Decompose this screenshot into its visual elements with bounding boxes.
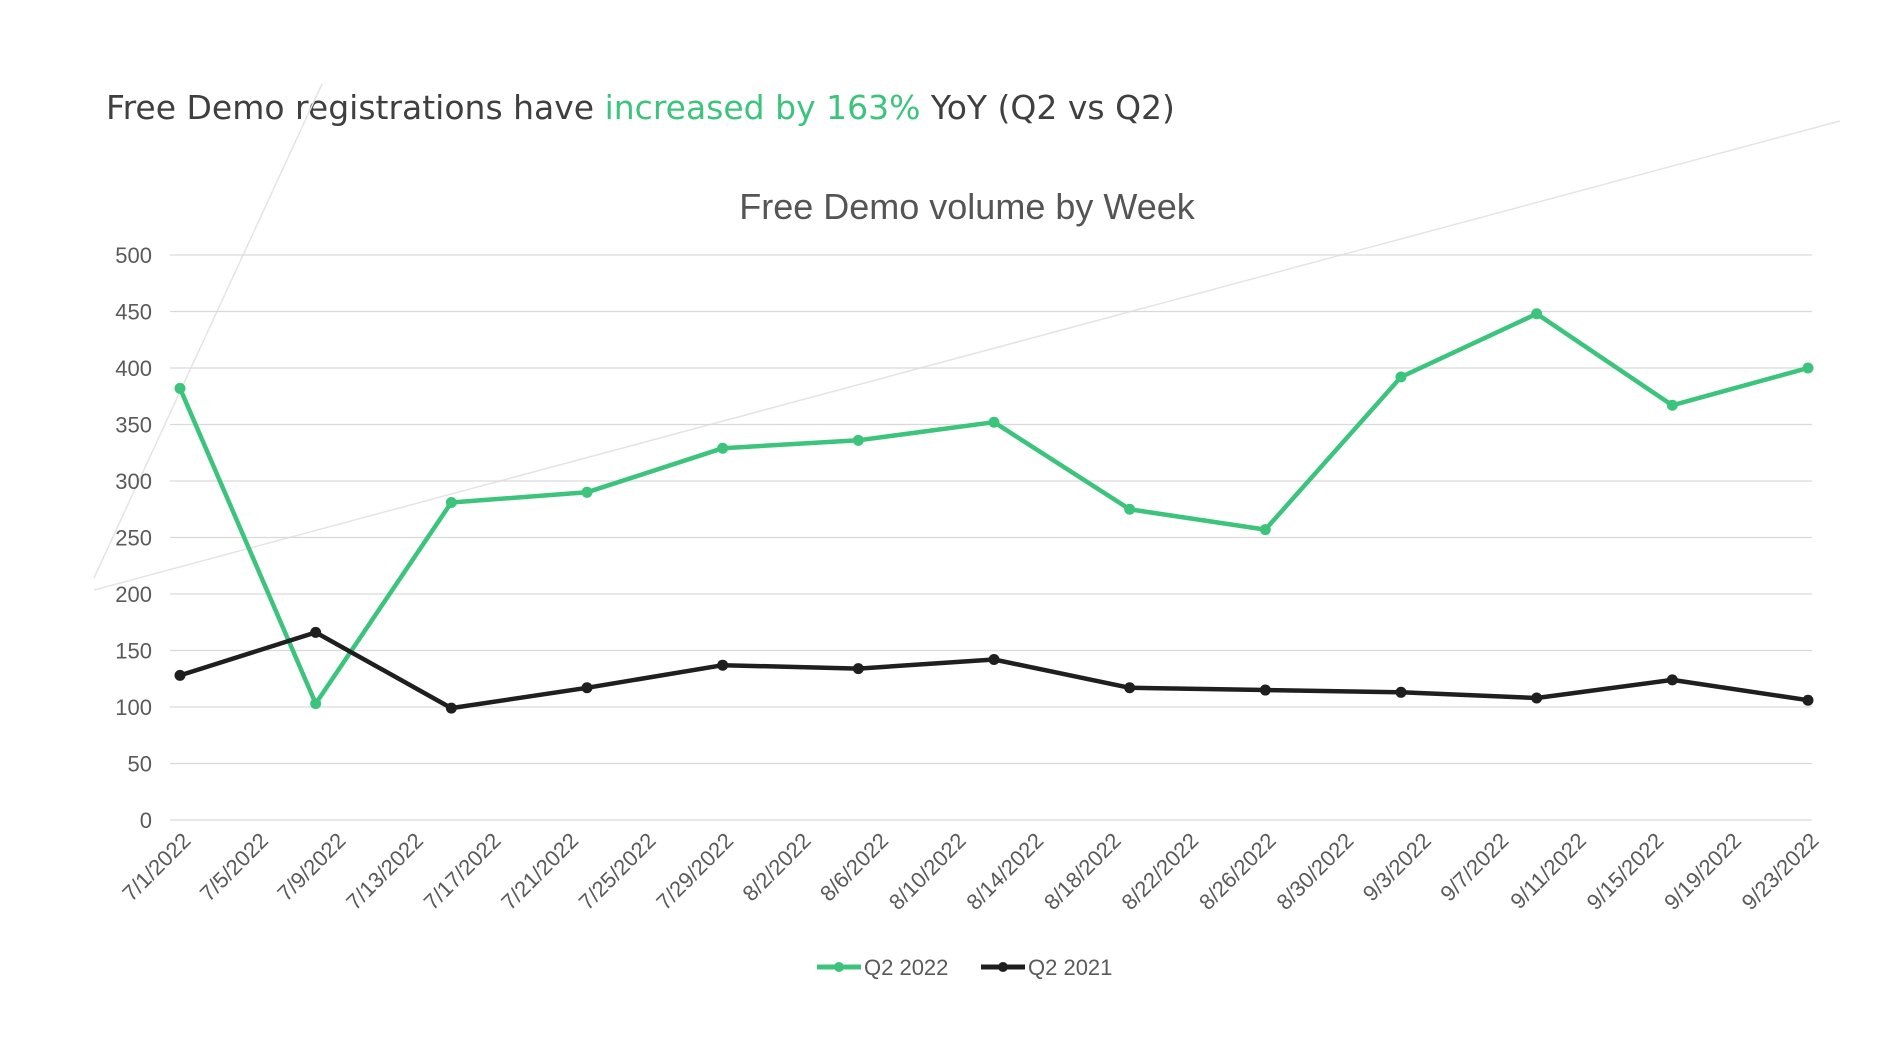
data-point-q2-2021 bbox=[581, 682, 593, 694]
data-point-q2-2022 bbox=[1802, 362, 1814, 374]
x-tick-label: 7/13/2022 bbox=[341, 828, 428, 915]
y-tick-label: 0 bbox=[140, 808, 152, 833]
decorative-diagonal-line bbox=[93, 120, 1841, 591]
gridlines bbox=[170, 254, 1812, 821]
data-point-q2-2021 bbox=[1802, 694, 1814, 706]
y-tick-label: 450 bbox=[115, 300, 152, 325]
y-tick-label: 250 bbox=[115, 526, 152, 551]
data-point-q2-2022 bbox=[445, 496, 457, 508]
data-point-q2-2022 bbox=[717, 442, 729, 454]
data-point-q2-2022 bbox=[1666, 399, 1678, 411]
y-tick-label: 400 bbox=[115, 356, 152, 381]
x-tick-label: 8/22/2022 bbox=[1116, 828, 1203, 915]
y-tick-label: 150 bbox=[115, 639, 152, 664]
y-axis-ticks: 0 50 100 150 200 250 300 350 400 450 500 bbox=[115, 243, 152, 833]
data-point-q2-2022 bbox=[581, 486, 593, 498]
series-lines bbox=[177, 311, 1809, 711]
x-tick-label: 7/25/2022 bbox=[574, 828, 661, 915]
x-tick-label: 8/18/2022 bbox=[1039, 828, 1126, 915]
x-tick-label: 8/10/2022 bbox=[884, 828, 971, 915]
data-point-q2-2021 bbox=[988, 654, 1000, 666]
legend-marker-q2-2022 bbox=[834, 962, 844, 972]
x-tick-label: 7/9/2022 bbox=[272, 828, 350, 906]
decorative-diagonal-line bbox=[93, 83, 323, 579]
chart-title: Free Demo volume by Week bbox=[739, 186, 1196, 227]
data-point-q2-2022 bbox=[1124, 503, 1136, 515]
x-tick-label: 7/1/2022 bbox=[117, 828, 195, 906]
legend-marker-q2-2021 bbox=[998, 962, 1008, 972]
data-point-q2-2022 bbox=[174, 382, 186, 394]
x-tick-label: 8/26/2022 bbox=[1194, 828, 1281, 915]
data-point-q2-2021 bbox=[717, 659, 729, 671]
data-point-q2-2021 bbox=[310, 626, 322, 638]
headline-highlight: increased by 163% bbox=[604, 88, 921, 127]
headline-part1: Free Demo registrations have bbox=[106, 88, 605, 127]
x-tick-label: 9/23/2022 bbox=[1737, 828, 1824, 915]
x-tick-label: 7/29/2022 bbox=[651, 828, 738, 915]
data-point-q2-2021 bbox=[174, 669, 186, 681]
y-tick-label: 50 bbox=[128, 752, 152, 777]
headline: Free Demo registrations have increased b… bbox=[106, 88, 1175, 127]
x-tick-label: 9/15/2022 bbox=[1582, 828, 1669, 915]
series-line-q2-2021 bbox=[179, 630, 1809, 711]
data-point-q2-2022 bbox=[988, 416, 1000, 428]
y-tick-label: 100 bbox=[115, 695, 152, 720]
data-point-q2-2021 bbox=[852, 663, 864, 675]
x-tick-label: 9/3/2022 bbox=[1358, 828, 1436, 906]
x-tick-label: 8/14/2022 bbox=[961, 828, 1048, 915]
legend-label-q2-2022: Q2 2022 bbox=[864, 955, 948, 980]
data-point-q2-2021 bbox=[1395, 686, 1407, 698]
legend: Q2 2022 Q2 2021 bbox=[817, 955, 1112, 980]
y-tick-label: 300 bbox=[115, 469, 152, 494]
data-point-q2-2022 bbox=[852, 434, 864, 446]
data-point-q2-2022 bbox=[1259, 524, 1271, 536]
data-point-q2-2022 bbox=[1531, 308, 1543, 320]
series-line-q2-2022 bbox=[177, 311, 1809, 706]
x-tick-label: 8/30/2022 bbox=[1272, 828, 1359, 915]
x-axis-ticks: 7/1/2022 7/5/2022 7/9/20227/13/20227/17/20… bbox=[117, 828, 1823, 915]
y-tick-label: 500 bbox=[115, 243, 152, 268]
data-point-q2-2021 bbox=[1531, 692, 1543, 704]
x-tick-label: 7/17/2022 bbox=[419, 828, 506, 915]
x-tick-label: 9/11/2022 bbox=[1505, 828, 1591, 914]
x-tick-label: 8/2/2022 bbox=[737, 828, 815, 906]
data-point-q2-2021 bbox=[1259, 684, 1271, 696]
y-tick-label: 200 bbox=[115, 582, 152, 607]
data-point-q2-2022 bbox=[1395, 371, 1407, 383]
x-tick-label: 9/19/2022 bbox=[1659, 828, 1746, 915]
data-point-q2-2021 bbox=[1666, 674, 1678, 686]
x-tick-label: 7/5/2022 bbox=[195, 828, 273, 906]
data-point-q2-2021 bbox=[1124, 682, 1136, 694]
data-point-q2-2021 bbox=[445, 702, 457, 714]
x-tick-label: 9/7/2022 bbox=[1435, 828, 1513, 906]
series-points bbox=[174, 308, 1814, 714]
headline-part2: YoY (Q2 vs Q2) bbox=[920, 88, 1175, 127]
y-tick-label: 350 bbox=[115, 413, 152, 438]
legend-label-q2-2021: Q2 2021 bbox=[1028, 955, 1112, 980]
x-tick-label: 7/21/2022 bbox=[496, 828, 583, 915]
x-tick-label: 8/6/2022 bbox=[815, 828, 893, 906]
data-point-q2-2022 bbox=[310, 698, 322, 710]
